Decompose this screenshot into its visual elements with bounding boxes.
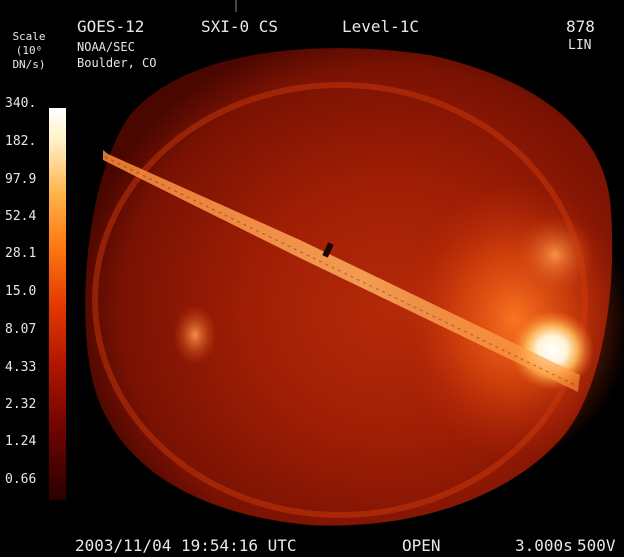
color-scale-bar (49, 108, 66, 500)
scale-tick-label: 182. (5, 134, 37, 149)
shutter-status: OPEN (402, 536, 441, 555)
scale-tick-label: 2.32 (5, 397, 37, 412)
scale-tick-label: 15.0 (5, 284, 37, 299)
detector-voltage: 500V (577, 536, 616, 555)
scale-tick-label: 8.07 (5, 322, 37, 337)
scale-tick-label: 97.9 (5, 172, 37, 187)
data-level-label: Level-1C (342, 17, 420, 36)
scale-tick-label: 1.24 (5, 434, 37, 449)
observation-datetime: 2003/11/04 19:54:16 UTC (75, 536, 297, 555)
scale-title: Scale (10⁰ DN/s) (12, 30, 46, 71)
frame-number-label: 878 (566, 17, 595, 36)
scale-tick-label: 340. (5, 96, 37, 111)
mission-label: GOES-12 (77, 17, 145, 36)
left-bright-spot (173, 305, 217, 365)
ccd-saturation-streak (103, 150, 580, 392)
x-ray-flare (510, 310, 594, 390)
streak-dark-gap (322, 242, 334, 258)
streak-dark-line (104, 156, 576, 386)
scale-tick-label: 0.66 (5, 472, 37, 487)
exposure-time: 3.000s (515, 536, 573, 555)
scale-tick-label: 52.4 (5, 209, 37, 224)
organization-label: NOAA/SEC (77, 40, 135, 54)
scaling-mode-label: LIN (568, 38, 592, 53)
instrument-label: SXI-0 CS (201, 17, 279, 36)
limb-ring (92, 82, 588, 518)
scale-tick-label: 28.1 (5, 246, 37, 261)
scale-tick-label: 4.33 (5, 360, 37, 375)
upper-right-bright-region (515, 215, 595, 295)
location-label: Boulder, CO (77, 56, 157, 70)
